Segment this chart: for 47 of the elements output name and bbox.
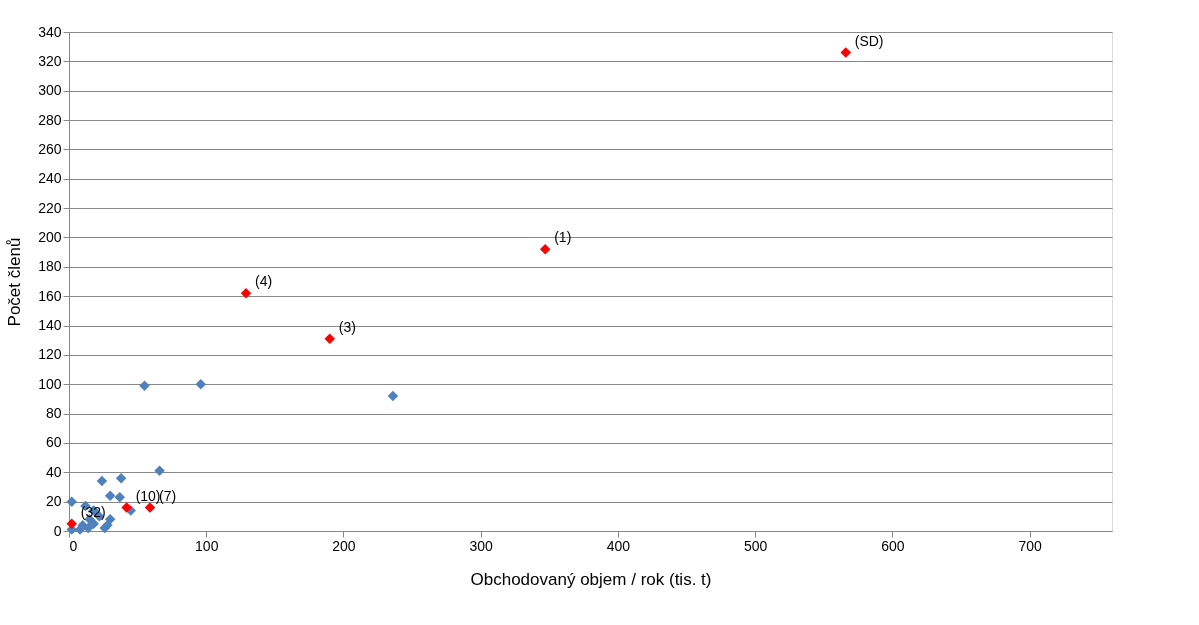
point <box>154 465 165 477</box>
point <box>114 492 126 503</box>
y-tick-label: 120 <box>38 346 62 363</box>
x-tick-label: 100 <box>195 537 219 554</box>
annotation: (4) <box>255 273 273 290</box>
point <box>324 333 335 344</box>
y-tick-label: 260 <box>38 140 62 157</box>
x-tick-label: 0 <box>69 537 78 554</box>
point <box>840 47 851 58</box>
y-tick-label: 20 <box>45 493 62 510</box>
y-tick-label: 60 <box>45 434 62 451</box>
y-tick-label: 0 <box>53 522 62 539</box>
x-tick-label: 500 <box>744 537 768 554</box>
x-tick-label: 200 <box>332 537 356 554</box>
point <box>115 472 127 484</box>
x-axis-title: Obchodovaný objem / rok (tis. t) <box>470 569 712 589</box>
x-tick-label: 600 <box>881 537 905 554</box>
point <box>387 390 399 402</box>
y-tick-label: 340 <box>38 23 62 40</box>
y-tick-label: 240 <box>38 170 62 187</box>
y-tick-label: 180 <box>38 258 62 275</box>
point <box>121 502 132 513</box>
y-tick-label: 40 <box>45 463 62 480</box>
y-tick-label: 280 <box>38 111 62 128</box>
y-tick-label: 300 <box>38 82 62 99</box>
annotation: (SD) <box>854 32 884 49</box>
annotation: (1) <box>554 229 572 246</box>
annotation: (10) <box>135 487 161 504</box>
x-tick-label: 300 <box>469 537 494 554</box>
x-tick-label: 700 <box>1018 537 1043 554</box>
point <box>195 378 206 390</box>
y-tick-label: 200 <box>38 228 62 245</box>
point <box>539 243 551 255</box>
annotation: (32) <box>80 503 106 520</box>
x-tick-label: 400 <box>606 537 631 554</box>
y-tick-label: 160 <box>38 287 62 304</box>
y-tick-label: 140 <box>38 317 62 334</box>
point <box>240 288 252 299</box>
point <box>139 380 150 391</box>
y-tick-label: 320 <box>38 52 62 69</box>
annotation: (3) <box>338 318 356 335</box>
point <box>96 475 108 487</box>
y-tick-label: 100 <box>38 375 62 392</box>
y-tick-label: 80 <box>45 405 62 422</box>
y-axis-title: Počet členů <box>5 237 25 327</box>
point <box>104 490 116 502</box>
y-tick-label: 220 <box>38 199 62 216</box>
